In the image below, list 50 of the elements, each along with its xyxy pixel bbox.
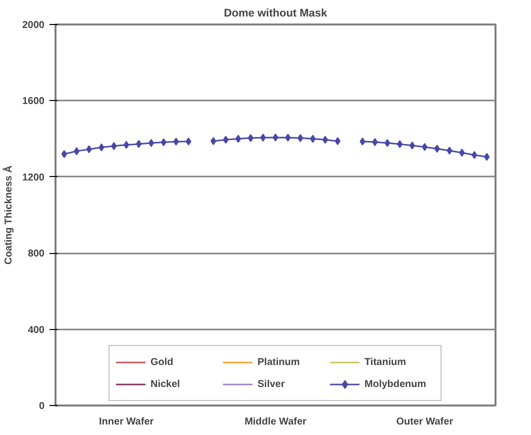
point	[74, 147, 80, 156]
point	[136, 140, 142, 148]
point	[446, 146, 452, 155]
y-tick-label: 1200	[22, 172, 45, 184]
point	[148, 138, 154, 147]
y-tick-label: 2000	[22, 20, 45, 31]
point	[334, 137, 340, 146]
point	[360, 137, 366, 146]
chart-title: Dome without Mask	[224, 8, 328, 20]
point	[322, 136, 328, 144]
point	[422, 142, 428, 151]
legend-label: Platinum	[258, 356, 301, 368]
point	[260, 134, 266, 142]
point	[285, 134, 291, 142]
legend-label: Silver	[258, 378, 286, 390]
point	[396, 140, 403, 148]
point	[459, 148, 465, 157]
point	[384, 138, 390, 147]
point	[111, 142, 117, 150]
y-axis-title: Coating Thickness Å	[2, 166, 14, 264]
point	[298, 134, 304, 142]
point	[186, 137, 192, 146]
point	[61, 150, 68, 158]
point	[310, 134, 316, 143]
y-tick-label: 800	[28, 248, 45, 260]
point	[98, 143, 104, 152]
x-tick-label: Outer Wafer	[396, 416, 454, 428]
point	[484, 152, 490, 161]
x-tick-label: Middle Wafer	[244, 416, 307, 428]
point	[248, 134, 254, 142]
point	[160, 138, 166, 146]
y-tick-label: 0	[38, 401, 45, 412]
x-tick-label: Inner Wafer	[99, 416, 154, 428]
legend-label: Nickel	[150, 378, 181, 390]
point	[86, 145, 92, 154]
point	[472, 150, 478, 159]
point	[434, 144, 440, 153]
y-tick-label: 400	[28, 324, 45, 336]
point	[222, 136, 229, 144]
point	[235, 134, 242, 143]
legend-label: Gold	[150, 356, 174, 368]
y-tick-label: 1600	[22, 96, 45, 108]
point	[272, 133, 278, 142]
point	[210, 137, 216, 146]
point	[124, 140, 130, 149]
point	[372, 138, 378, 146]
point	[409, 141, 416, 150]
point	[173, 138, 179, 146]
legend-label: Titanium	[364, 356, 407, 368]
legend-label: Molybdenum	[364, 378, 428, 390]
